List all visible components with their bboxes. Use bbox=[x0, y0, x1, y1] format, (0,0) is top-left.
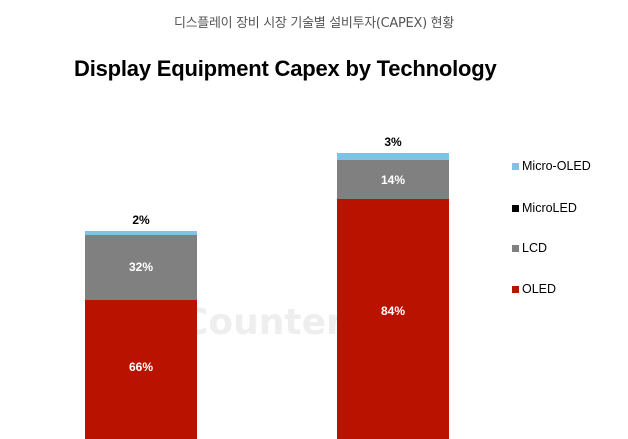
legend-item-oled: OLED bbox=[512, 282, 556, 296]
bar-2: 14% 84% bbox=[337, 153, 449, 439]
legend-label: MicroLED bbox=[522, 201, 577, 215]
bar2-micro-oled-segment bbox=[337, 153, 449, 160]
legend-item-micro-oled: Micro-OLED bbox=[512, 159, 591, 173]
bar2-lcd-segment: 14% bbox=[337, 160, 449, 199]
bar1-oled-label: 66% bbox=[128, 360, 154, 374]
legend-label: Micro-OLED bbox=[522, 159, 591, 173]
bar-1: 32% 66% bbox=[85, 231, 197, 439]
micro-oled-swatch-icon bbox=[512, 162, 519, 170]
legend-label: LCD bbox=[522, 241, 548, 255]
legend-item-microled: MicroLED bbox=[512, 201, 577, 215]
oled-swatch-icon bbox=[512, 285, 519, 293]
bar2-oled-segment: 84% bbox=[337, 199, 449, 439]
bar2-micro-oled-label: 3% bbox=[384, 135, 402, 149]
microled-swatch-icon bbox=[512, 204, 519, 212]
bar1-oled-segment: 66% bbox=[85, 300, 197, 439]
bar1-lcd-label: 32% bbox=[128, 260, 154, 274]
bar1-micro-oled-label: 2% bbox=[132, 213, 150, 227]
bar1-lcd-segment: 32% bbox=[85, 235, 197, 300]
legend-item-lcd: LCD bbox=[512, 241, 547, 255]
lcd-swatch-icon bbox=[512, 244, 519, 252]
korean-title: 디스플레이 장비 시장 기술별 설비투자(CAPEX) 현황 bbox=[173, 16, 454, 31]
bar2-lcd-label: 14% bbox=[380, 173, 406, 187]
legend-label: OLED bbox=[522, 282, 557, 296]
bar1-micro-oled-segment bbox=[85, 231, 197, 235]
chart-title: Display Equipment Capex by Technology bbox=[74, 56, 497, 81]
bar2-oled-label: 84% bbox=[380, 304, 406, 318]
